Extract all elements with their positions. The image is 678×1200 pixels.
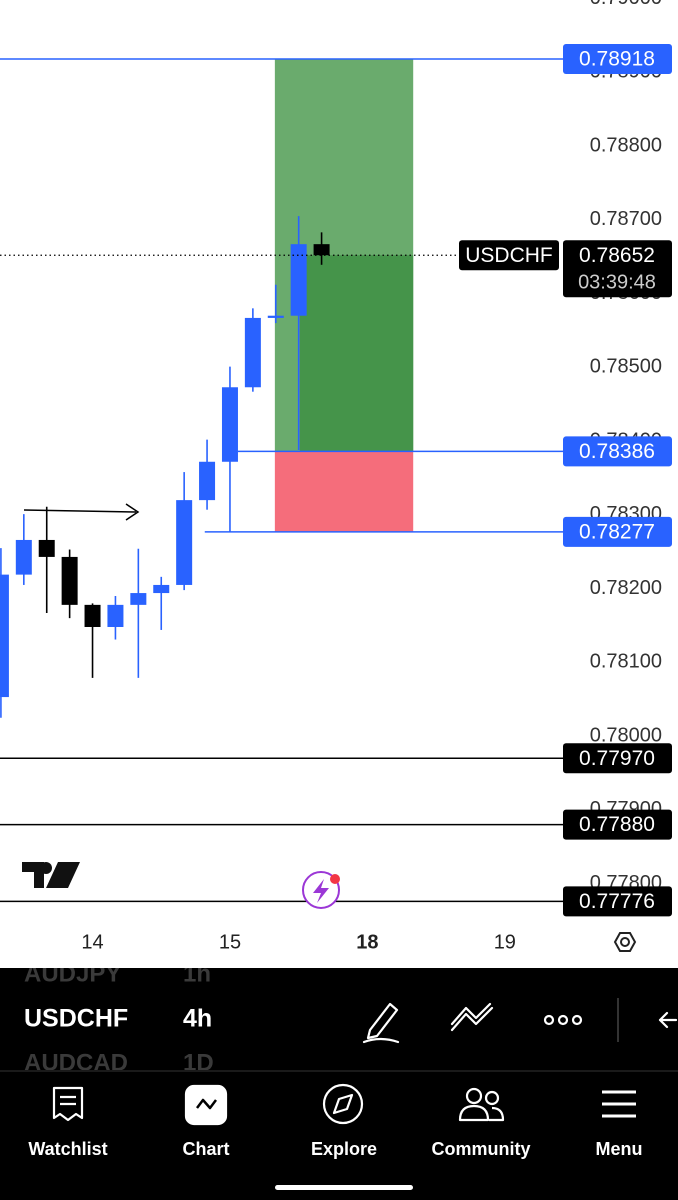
price-label-box: [563, 436, 672, 467]
arrow-head: [125, 503, 140, 521]
home-indicator: [275, 1185, 413, 1190]
price-label-box: [563, 743, 672, 774]
countdown: 03:39:48: [578, 272, 656, 294]
nav-label[interactable]: Menu: [596, 1139, 643, 1159]
candle-body: [313, 244, 330, 256]
candle-body: [199, 461, 216, 501]
y-tick-label: 0.78100: [590, 651, 662, 673]
candle-body: [107, 604, 124, 627]
current-price-box: [563, 240, 672, 298]
symbol[interactable]: AUDJPY: [24, 960, 121, 987]
y-tick-label: 0.78800: [590, 134, 662, 156]
price-label: 0.78918: [579, 48, 655, 71]
x-tick-label: 14: [81, 931, 103, 953]
x-tick-label: 19: [494, 931, 516, 953]
price-label-box: [563, 809, 672, 840]
lightning-icon: [313, 879, 329, 903]
logo-dot: [40, 862, 52, 874]
current-price-label: 0.78652: [579, 244, 655, 267]
arrow-drawing: [23, 509, 137, 513]
time-axis: [0, 925, 678, 968]
price-label: 0.78386: [579, 440, 655, 463]
nav-label[interactable]: Watchlist: [28, 1139, 107, 1159]
symbol-tag: USDCHF: [465, 244, 553, 267]
x-tick-label: 15: [219, 931, 241, 953]
time-labels: 14 15 18 19: [81, 931, 516, 953]
bottom-panel: [0, 968, 678, 1200]
compass-needle: [332, 1093, 354, 1115]
price-label-box: [563, 886, 672, 917]
line-tool[interactable]: [450, 1002, 494, 1032]
menu-icon[interactable]: [602, 1090, 636, 1118]
settings-button[interactable]: [613, 932, 637, 952]
candle-body: [244, 317, 261, 388]
candle-body: [153, 584, 170, 594]
plot: [0, 58, 563, 903]
candle-body: [221, 387, 238, 462]
chart-wave: [196, 1098, 217, 1110]
price-label: 0.77776: [579, 890, 655, 913]
overlay: [22, 503, 340, 909]
active-profit-zone: [299, 255, 414, 452]
candle-body: [61, 556, 78, 605]
interval[interactable]: 4h: [183, 1005, 212, 1033]
interval[interactable]: 1D: [183, 1049, 214, 1076]
draw-tool[interactable]: [362, 1002, 400, 1044]
logo[interactable]: [22, 862, 80, 888]
price-label: 0.78277: [579, 520, 655, 543]
y-tick-label: 0.78700: [590, 208, 662, 230]
candle-body: [0, 574, 9, 698]
candle-body: [130, 593, 147, 605]
candle-body: [267, 315, 284, 318]
price-label-box: [563, 516, 672, 547]
symbol-tag-box: [459, 240, 559, 271]
more-dot[interactable]: [557, 1014, 569, 1026]
candle-body: [176, 500, 193, 585]
more-dot[interactable]: [571, 1014, 583, 1026]
price-label: 0.77970: [579, 747, 655, 770]
back-button[interactable]: [658, 1011, 678, 1029]
symbol[interactable]: USDCHF: [24, 1005, 128, 1033]
more-dot[interactable]: [543, 1014, 555, 1026]
price-label: 0.77880: [579, 813, 655, 836]
symbol[interactable]: AUDCAD: [24, 1049, 128, 1076]
candle-body: [15, 539, 32, 575]
candle-body: [38, 539, 55, 557]
nav-label[interactable]: Explore: [311, 1139, 377, 1159]
settings-dot: [620, 937, 630, 947]
nav-label[interactable]: Community: [432, 1139, 531, 1159]
community-body: [458, 1104, 505, 1122]
x-tick-label: 18: [356, 931, 378, 953]
loss-zone: [274, 451, 414, 532]
candle-body: [84, 604, 101, 627]
candle-body: [290, 244, 307, 316]
explore-icon[interactable]: [322, 1083, 364, 1125]
price-axis: 0.790000.789000.788000.787000.786000.785…: [459, 0, 672, 917]
y-tick-label: 0.78200: [590, 577, 662, 599]
community-icon: [484, 1090, 500, 1106]
y-tick-label: 0.78000: [590, 724, 662, 746]
price-label-box: [563, 44, 672, 75]
y-tick-label: 0.78500: [590, 356, 662, 378]
watchlist-icon[interactable]: [52, 1086, 84, 1122]
interval[interactable]: 1h: [183, 960, 211, 987]
symbol-picker[interactable]: AUDJPY 1h USDCHF 4h AUDCAD 1D: [24, 960, 214, 1076]
nav-label[interactable]: Chart: [182, 1139, 229, 1159]
community-icon[interactable]: [465, 1087, 483, 1105]
badge: [330, 874, 340, 884]
